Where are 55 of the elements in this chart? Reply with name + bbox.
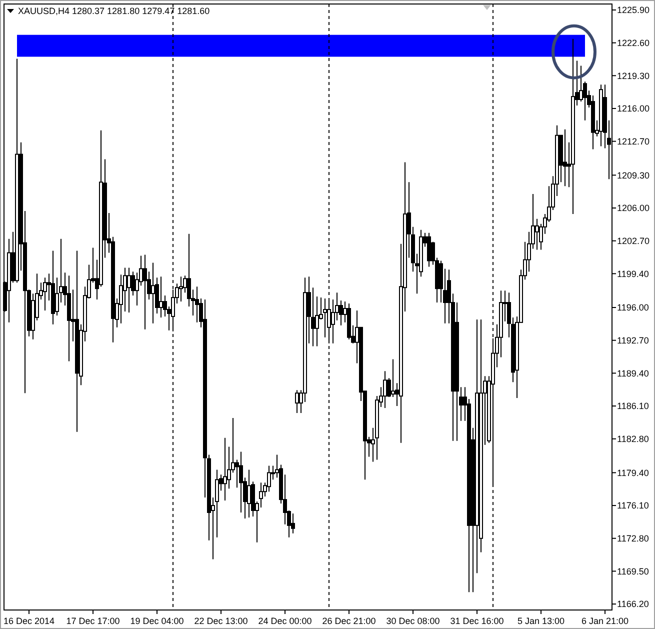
x-tick-label: 16 Dec 2014 <box>3 616 55 626</box>
candlestick <box>383 370 387 408</box>
y-tick-label: 1209.30 <box>617 170 650 180</box>
y-tick-label: 1186.10 <box>617 401 649 412</box>
y-tick-label: 1222.60 <box>617 38 650 48</box>
candlestick <box>391 358 395 398</box>
candlestick <box>43 277 47 311</box>
candlestick <box>151 262 155 324</box>
x-tick-label: 31 Dec 16:00 <box>450 616 504 626</box>
candlestick <box>571 38 575 214</box>
candlestick <box>143 254 147 330</box>
candlestick <box>51 250 55 325</box>
candlestick <box>67 275 71 362</box>
x-tick-label: 5 Jan 13:00 <box>517 616 565 626</box>
chart-title: XAUUSD,H4 1280.37 1281.80 1279.47 1281.60 <box>18 6 210 16</box>
y-tick-label: 1166.20 <box>617 599 649 610</box>
y-tick-label: 1189.40 <box>617 368 649 378</box>
y-tick-label: 1172.80 <box>617 534 649 544</box>
y-tick-label: 1169.50 <box>617 566 649 576</box>
candlestick <box>427 232 431 268</box>
y-tick-label: 1212.70 <box>617 136 650 146</box>
candlestick <box>159 276 163 318</box>
candlestick <box>267 465 271 492</box>
candlestick <box>535 218 539 250</box>
y-tick-label: 1202.70 <box>617 236 650 246</box>
candlestick <box>75 250 79 432</box>
candlestick <box>599 84 603 147</box>
y-tick-label: 1176.10 <box>617 500 649 511</box>
y-tick-label: 1225.90 <box>617 5 650 16</box>
x-tick-label: 30 Dec 08:00 <box>386 616 440 626</box>
x-tick-label: 26 Dec 21:00 <box>322 616 376 626</box>
y-tick-label: 1196.00 <box>617 302 649 313</box>
x-tick-label: 24 Dec 00:00 <box>258 616 312 626</box>
y-tick-label: 1182.80 <box>617 434 649 444</box>
y-tick-label: 1199.40 <box>617 268 649 279</box>
candlestick <box>127 267 131 313</box>
candlestick <box>179 276 183 302</box>
candlestick <box>291 512 295 534</box>
x-tick-label: 17 Dec 17:00 <box>66 616 120 626</box>
x-tick-label: 6 Jan 21:00 <box>581 616 629 626</box>
candlestick <box>295 390 299 414</box>
y-tick-label: 1206.00 <box>617 203 650 214</box>
candlestick <box>15 58 19 284</box>
candlestick <box>223 437 227 502</box>
y-tick-label: 1192.70 <box>617 335 649 346</box>
y-tick-label: 1216.00 <box>617 104 650 114</box>
x-tick-label: 22 Dec 13:00 <box>194 616 248 626</box>
candlestick <box>563 128 567 187</box>
x-tick-label: 19 Dec 04:00 <box>130 616 184 626</box>
candlestick <box>259 482 263 508</box>
y-tick-label: 1179.40 <box>617 468 649 478</box>
candlestick <box>323 298 327 338</box>
candlestick <box>247 469 251 518</box>
y-tick-label: 1219.30 <box>617 70 650 81</box>
candlestick <box>455 302 459 442</box>
